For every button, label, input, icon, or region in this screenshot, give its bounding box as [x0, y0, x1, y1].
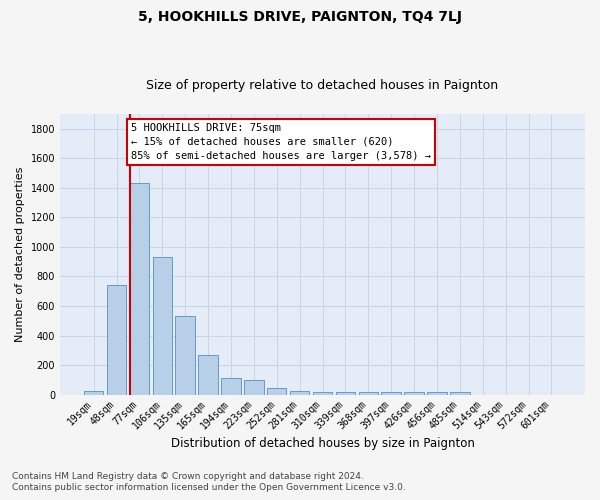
Text: Contains HM Land Registry data © Crown copyright and database right 2024.
Contai: Contains HM Land Registry data © Crown c…	[12, 472, 406, 492]
Bar	[313, 392, 332, 394]
Bar	[244, 380, 263, 394]
X-axis label: Distribution of detached houses by size in Paignton: Distribution of detached houses by size …	[170, 437, 475, 450]
Bar	[450, 392, 470, 394]
Bar	[290, 391, 310, 394]
Bar	[335, 392, 355, 394]
Title: Size of property relative to detached houses in Paignton: Size of property relative to detached ho…	[146, 79, 499, 92]
Bar	[404, 392, 424, 394]
Bar	[84, 391, 103, 394]
Text: 5 HOOKHILLS DRIVE: 75sqm
← 15% of detached houses are smaller (620)
85% of semi-: 5 HOOKHILLS DRIVE: 75sqm ← 15% of detach…	[131, 123, 431, 161]
Y-axis label: Number of detached properties: Number of detached properties	[15, 166, 25, 342]
Bar	[382, 392, 401, 394]
Bar	[359, 392, 378, 394]
Bar	[267, 388, 286, 394]
Bar	[130, 184, 149, 394]
Bar	[427, 392, 446, 394]
Bar	[199, 354, 218, 395]
Bar	[221, 378, 241, 394]
Bar	[175, 316, 195, 394]
Bar	[107, 286, 126, 395]
Text: 5, HOOKHILLS DRIVE, PAIGNTON, TQ4 7LJ: 5, HOOKHILLS DRIVE, PAIGNTON, TQ4 7LJ	[138, 10, 462, 24]
Bar	[152, 256, 172, 394]
